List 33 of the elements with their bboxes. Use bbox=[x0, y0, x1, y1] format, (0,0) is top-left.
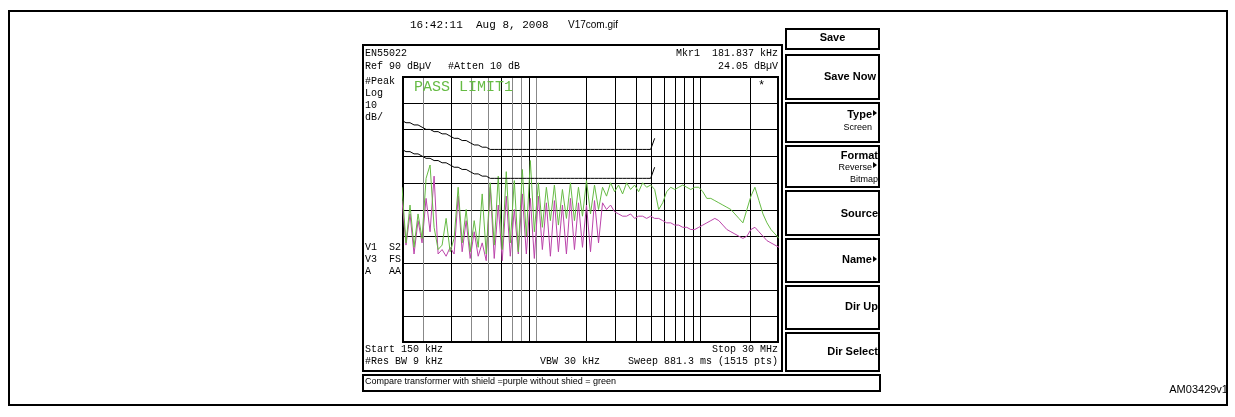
text: #Res BW 9 kHz bbox=[365, 356, 444, 367]
text: A AA bbox=[365, 266, 402, 277]
text: 10 bbox=[365, 100, 378, 111]
text: EN55022 bbox=[365, 48, 408, 59]
text: Name bbox=[841, 253, 872, 266]
text: 16:42:11 Aug 8, 2008 bbox=[410, 19, 549, 32]
text: 24.05 dBµV bbox=[717, 61, 778, 72]
text: * bbox=[758, 79, 766, 94]
text: Source bbox=[839, 207, 878, 220]
text: V1 S2 bbox=[365, 242, 402, 253]
text: #Atten 10 dB bbox=[448, 61, 521, 72]
text: Save Now bbox=[823, 70, 876, 83]
text: Save bbox=[818, 31, 847, 44]
text: Ref 90 dBµV bbox=[365, 61, 432, 72]
text: Log bbox=[365, 88, 384, 99]
text: Mkr1 181.837 kHz bbox=[674, 48, 778, 59]
text: Sweep 881.3 ms (1515 pts) bbox=[626, 356, 778, 367]
text: V17com.gif bbox=[568, 19, 619, 30]
text: Reverse bbox=[837, 162, 872, 173]
text: Start 150 kHz bbox=[365, 344, 444, 355]
text: V3 FS bbox=[365, 254, 402, 265]
text: Bitmap bbox=[849, 174, 878, 185]
text: Format bbox=[839, 149, 878, 162]
text: VBW 30 kHz bbox=[540, 356, 601, 367]
text: Dir Up bbox=[844, 300, 878, 313]
text: Screen bbox=[842, 122, 872, 133]
text: Dir Select bbox=[826, 345, 878, 358]
text: Compare transformer with shield =purple without shied = green bbox=[365, 376, 617, 387]
text: Stop 30 MHz bbox=[711, 344, 778, 355]
text: dB/ bbox=[365, 112, 384, 123]
text: #Peak bbox=[365, 76, 396, 87]
text: Type bbox=[846, 108, 872, 121]
text: AM03429v1 bbox=[1168, 383, 1228, 396]
